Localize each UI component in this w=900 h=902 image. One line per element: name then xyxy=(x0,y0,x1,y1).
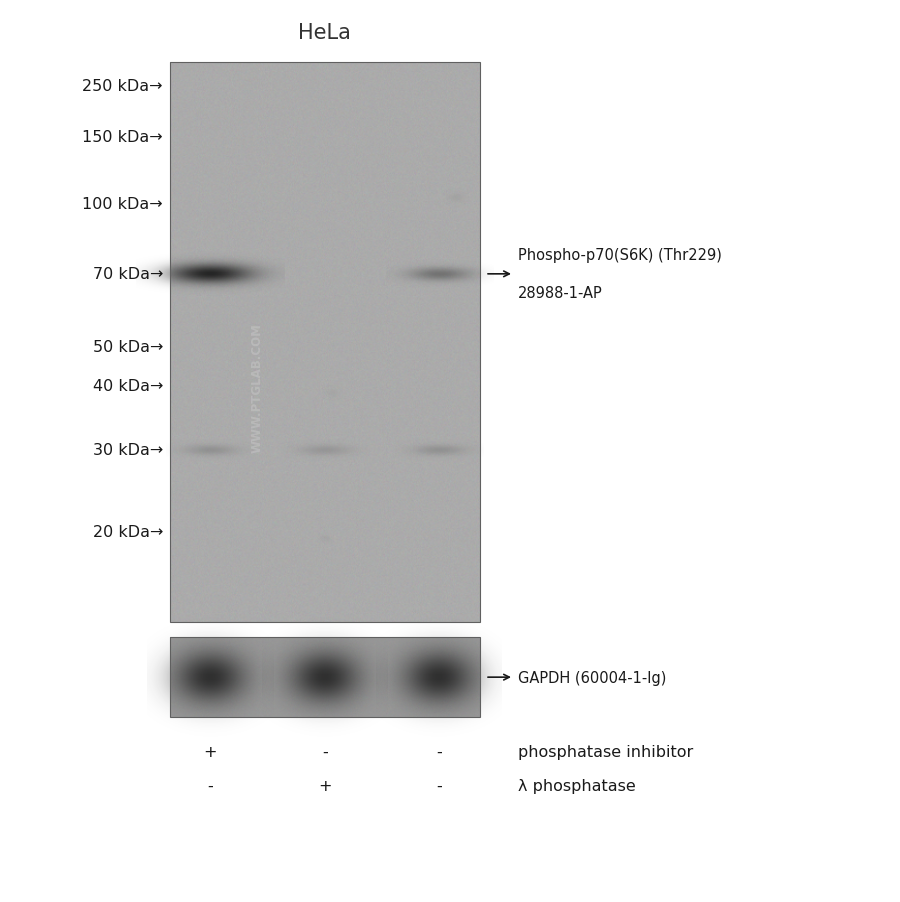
Text: +: + xyxy=(203,744,217,759)
Text: -: - xyxy=(208,778,213,793)
Bar xyxy=(170,63,480,622)
Text: -: - xyxy=(322,744,328,759)
Text: 30 kDa→: 30 kDa→ xyxy=(93,443,163,457)
Text: Phospho-p70(S6K) (Thr229): Phospho-p70(S6K) (Thr229) xyxy=(518,248,722,262)
Text: +: + xyxy=(319,778,331,793)
Text: 100 kDa→: 100 kDa→ xyxy=(82,197,163,212)
Bar xyxy=(170,638,480,717)
Text: 28988-1-AP: 28988-1-AP xyxy=(518,285,602,300)
Text: HeLa: HeLa xyxy=(299,23,351,43)
Text: 150 kDa→: 150 kDa→ xyxy=(82,130,163,144)
Text: WWW.PTGLAB.COM: WWW.PTGLAB.COM xyxy=(250,323,264,453)
Text: 20 kDa→: 20 kDa→ xyxy=(93,524,163,539)
Text: λ phosphatase: λ phosphatase xyxy=(518,778,635,793)
Text: phosphatase inhibitor: phosphatase inhibitor xyxy=(518,744,693,759)
Text: 70 kDa→: 70 kDa→ xyxy=(93,267,163,282)
Text: GAPDH (60004-1-Ig): GAPDH (60004-1-Ig) xyxy=(518,670,666,685)
Text: 40 kDa→: 40 kDa→ xyxy=(93,379,163,394)
Text: 250 kDa→: 250 kDa→ xyxy=(83,79,163,94)
Text: -: - xyxy=(436,778,442,793)
Text: 50 kDa→: 50 kDa→ xyxy=(93,340,163,354)
Text: -: - xyxy=(436,744,442,759)
